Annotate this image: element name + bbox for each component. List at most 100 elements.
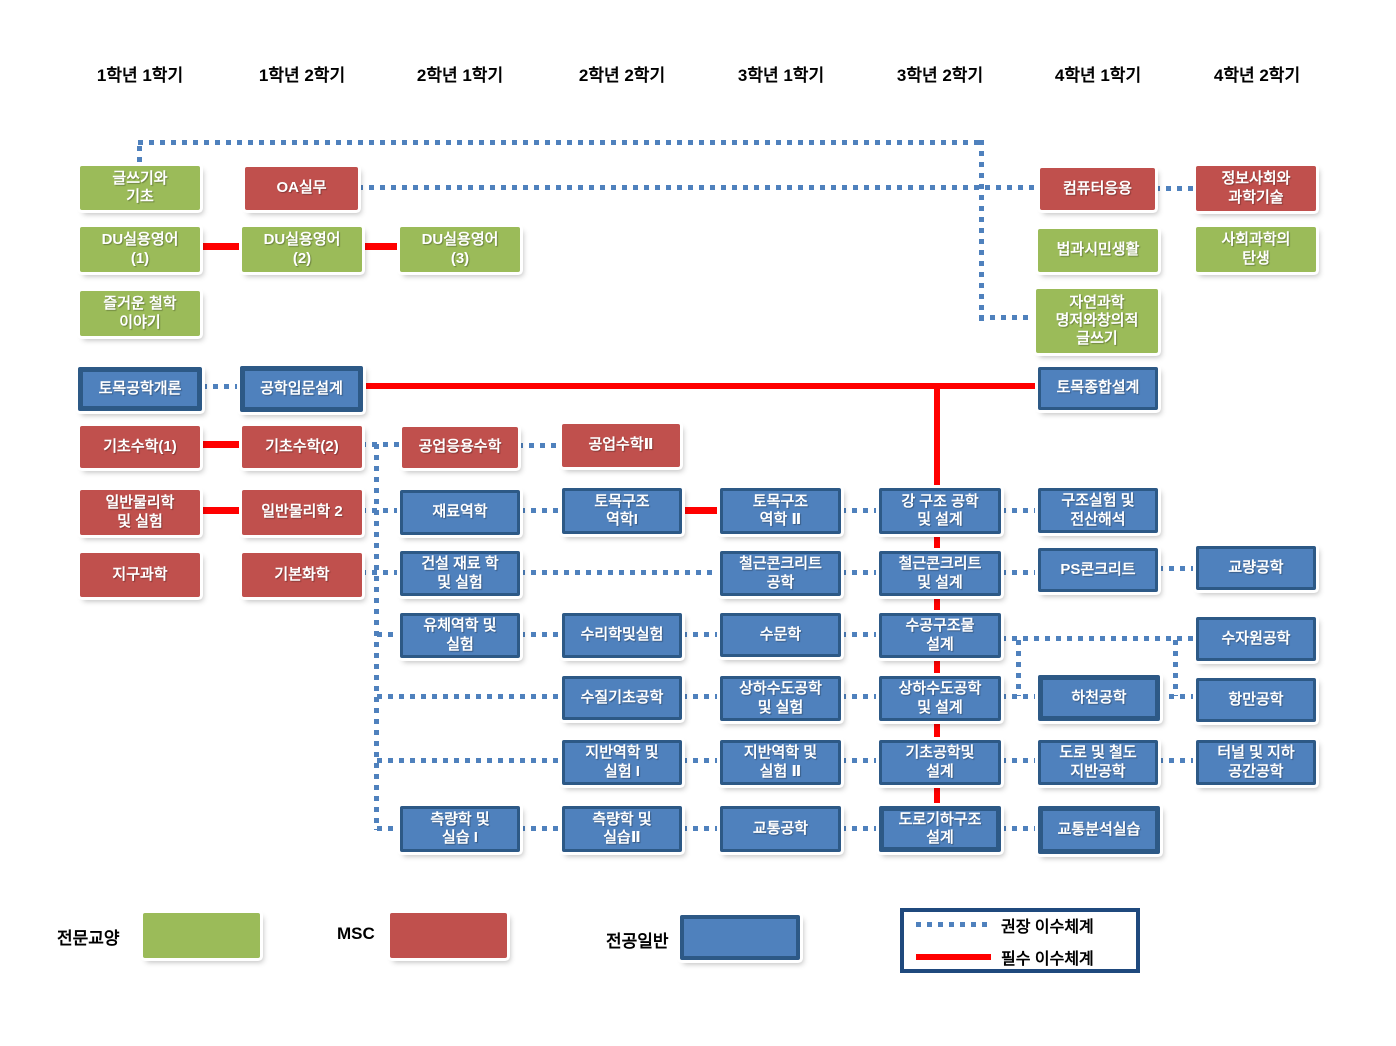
- recommended-path-line: [682, 758, 722, 763]
- recommended-path-line: [979, 315, 1038, 320]
- legend-label-required: 필수 이수체계: [1001, 950, 1094, 968]
- semester-header-6: 3학년 2학기: [896, 66, 984, 85]
- recommended-path-line: [1001, 758, 1040, 763]
- required-path-line: [361, 243, 402, 250]
- recommended-path-line: [979, 140, 984, 322]
- recommended-path-line: [138, 140, 984, 145]
- legend-row-recommended: 권장 이수체계: [916, 913, 1124, 937]
- required-path-line: [682, 507, 722, 514]
- course-box-philosophy-story: 즐거운 철학 이야기: [80, 291, 200, 336]
- recommended-path-line: [682, 694, 722, 699]
- required-path-line: [200, 441, 244, 448]
- recommended-path-line: [1158, 694, 1198, 699]
- course-box-computer-application: 컴퓨터응용: [1040, 168, 1155, 210]
- legend-swatch-msc: [390, 913, 507, 958]
- recommended-path-line: [137, 146, 142, 168]
- recommended-path-line: [841, 508, 881, 513]
- recommended-path-line: [377, 694, 564, 699]
- recommended-path-line: [1016, 640, 1021, 696]
- course-box-road-geometric-design: 도로기하구조 설계: [879, 806, 1001, 852]
- course-box-law-civic-life: 법과시민생활: [1038, 229, 1158, 272]
- recommended-path-line: [202, 384, 242, 389]
- legend-label-msc: MSC: [337, 924, 375, 943]
- course-box-hydrology: 수문학: [720, 613, 841, 657]
- recommended-path-line: [377, 632, 402, 637]
- course-box-earth-science: 지구과학: [80, 553, 200, 597]
- course-box-info-society-science-tech: 정보사회와 과학기술: [1196, 166, 1316, 211]
- recommended-path-line: [361, 442, 404, 447]
- course-box-reinforced-concrete-design: 철근콘크리트 및 설계: [879, 551, 1001, 596]
- recommended-path-line: [1173, 640, 1178, 696]
- course-box-du-english-1: DU실용영어 (1): [80, 227, 200, 272]
- recommended-path-line: [374, 444, 379, 830]
- course-box-civil-capstone-design: 토목종합설계: [1038, 367, 1158, 410]
- course-box-steel-structure-design: 강 구조 공학 및 설계: [879, 488, 1001, 534]
- required-path-line: [200, 507, 244, 514]
- course-box-writing-basics: 글쓰기와 기초: [80, 166, 200, 210]
- required-path-line: [200, 243, 244, 250]
- recommended-path-line: [1158, 566, 1198, 571]
- recommended-path-line: [841, 694, 881, 699]
- semester-header-4: 2학년 2학기: [578, 66, 666, 85]
- course-box-civil-structural-mech-1: 토목구조 역학I: [562, 488, 682, 534]
- required-path-line: [361, 383, 1040, 389]
- course-box-traffic-analysis-practice: 교통분석실습: [1038, 806, 1160, 854]
- required-path-line: [934, 386, 940, 808]
- semester-header-3: 2학년 1학기: [416, 66, 504, 85]
- course-box-river-engineering: 하천공학: [1038, 675, 1160, 721]
- course-box-bridge-engineering: 교량공학: [1196, 546, 1316, 590]
- recommended-path-line: [1001, 636, 1198, 641]
- recommended-path-line: [682, 826, 722, 831]
- recommended-path-line: [518, 443, 564, 448]
- course-box-ps-concrete: PS콘크리트: [1038, 548, 1158, 592]
- legend-label-liberal-arts: 전문교양: [57, 929, 120, 948]
- recommended-path-line: [841, 826, 881, 831]
- recommended-path-line: [520, 570, 722, 575]
- line-type-legend: 권장 이수체계 필수 이수체계: [900, 908, 1140, 973]
- semester-header-2: 1학년 2학기: [258, 66, 346, 85]
- recommended-path-line: [1001, 570, 1040, 575]
- recommended-path-line: [841, 758, 881, 763]
- course-box-basic-math-2: 기초수학(2): [242, 426, 362, 468]
- solid-line-sample: [916, 953, 991, 960]
- legend-label-major: 전공일반: [606, 932, 669, 951]
- course-box-du-english-2: DU실용영어 (2): [242, 227, 362, 272]
- recommended-path-line: [1001, 826, 1040, 831]
- course-box-industrial-applied-math: 공업응용수학: [402, 427, 518, 468]
- course-box-civil-eng-intro: 토목공학개론: [78, 367, 202, 411]
- semester-header-8: 4학년 2학기: [1213, 66, 1301, 85]
- recommended-path-line: [1001, 508, 1040, 513]
- course-box-tunnel-underground-eng: 터널 및 지하 공간공학: [1196, 740, 1316, 785]
- course-box-foundation-eng-design: 기초공학및 설계: [879, 740, 1001, 785]
- semester-header-7: 4학년 1학기: [1054, 66, 1142, 85]
- course-box-construction-materials-lab: 건설 재료 학 및 실험: [400, 551, 520, 596]
- semester-header-1: 1학년 1학기: [96, 66, 184, 85]
- recommended-path-line: [377, 758, 564, 763]
- recommended-path-line: [520, 632, 564, 637]
- legend-label-recommended: 권장 이수체계: [1001, 918, 1094, 936]
- recommended-path-line: [1001, 694, 1040, 699]
- legend-swatch-major: [680, 915, 800, 960]
- course-box-oa-practice: OA실무: [245, 167, 358, 210]
- course-box-soil-mechanics-lab-2: 지반역학 및 실험 Ⅱ: [720, 740, 841, 785]
- recommended-path-line: [1158, 758, 1198, 763]
- course-box-water-resources-eng: 수자원공학: [1196, 617, 1316, 661]
- course-box-water-quality-basics: 수질기초공학: [562, 676, 682, 720]
- course-box-surveying-practice-1: 측량학 및 실습 I: [400, 806, 520, 852]
- course-box-materials-mechanics: 재료역학: [400, 490, 520, 535]
- dotted-line-sample: [916, 922, 991, 927]
- course-box-industrial-math-2: 공업수학Ⅱ: [562, 424, 680, 467]
- course-box-birth-of-social-science: 사회과학의 탄생: [1196, 227, 1316, 272]
- recommended-path-line: [520, 826, 564, 831]
- course-box-hydraulic-structure-design: 수공구조물 설계: [879, 613, 1001, 658]
- course-box-basic-math-1: 기초수학(1): [80, 426, 200, 468]
- recommended-path-line: [841, 570, 881, 575]
- recommended-path-line: [682, 632, 722, 637]
- semester-header-5: 3학년 1학기: [737, 66, 825, 85]
- recommended-path-line: [361, 508, 402, 513]
- recommended-path-line: [841, 632, 881, 637]
- course-box-water-sewerage-lab: 상하수도공학 및 실험: [720, 676, 841, 721]
- course-box-basic-chemistry: 기본화학: [242, 553, 362, 597]
- recommended-path-line: [358, 185, 1042, 190]
